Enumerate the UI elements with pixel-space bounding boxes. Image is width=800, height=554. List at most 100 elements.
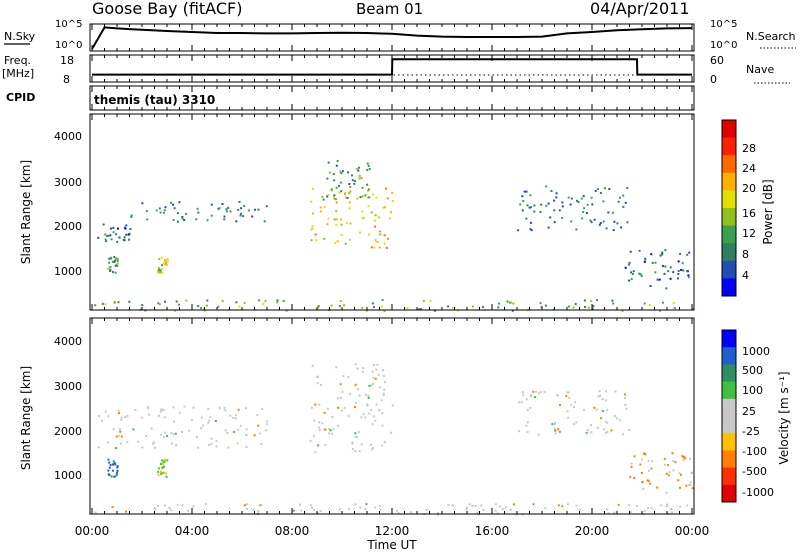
nsky-tick-top: 10^5 <box>55 19 82 30</box>
data-point <box>374 214 377 217</box>
data-point <box>418 308 420 311</box>
data-point <box>348 207 351 210</box>
data-point <box>314 403 317 406</box>
data-point <box>630 465 633 468</box>
data-point <box>659 309 662 312</box>
data-point <box>376 363 379 366</box>
data-point <box>365 503 368 506</box>
power-cbar-tick-12: 12 <box>742 227 756 240</box>
data-point <box>223 218 226 221</box>
data-point <box>547 202 550 205</box>
data-point <box>332 428 335 431</box>
data-point <box>358 394 361 397</box>
data-point <box>235 220 238 223</box>
data-point <box>120 418 123 421</box>
data-point <box>558 209 561 212</box>
data-point <box>607 512 610 515</box>
data-point <box>691 487 694 490</box>
data-point <box>312 212 315 215</box>
data-point <box>544 304 547 307</box>
data-point <box>580 197 583 200</box>
data-point <box>371 193 374 196</box>
data-point <box>382 394 385 397</box>
data-point <box>406 307 409 310</box>
time-tick-24: 00:00 <box>675 524 710 538</box>
data-point <box>181 217 184 220</box>
data-point <box>608 188 611 190</box>
data-point <box>390 431 393 434</box>
data-point <box>366 162 369 165</box>
data-point <box>671 452 674 455</box>
data-point <box>217 305 220 308</box>
data-point <box>102 223 105 226</box>
data-point <box>570 404 573 407</box>
data-point <box>333 194 336 197</box>
data-point <box>349 393 352 396</box>
data-point <box>447 305 449 308</box>
data-point <box>311 506 313 509</box>
colorbar-cell <box>722 416 736 434</box>
data-point <box>547 226 550 229</box>
data-point <box>583 207 586 210</box>
data-point <box>353 182 356 185</box>
data-point <box>338 184 340 187</box>
data-point <box>156 505 159 507</box>
data-point <box>116 260 119 263</box>
data-point <box>161 264 163 267</box>
power-scatter <box>94 160 694 312</box>
data-point <box>610 429 613 432</box>
data-point <box>361 306 364 309</box>
data-point <box>529 221 532 224</box>
data-point <box>159 410 162 413</box>
data-point <box>153 507 156 510</box>
data-point <box>259 504 262 507</box>
data-point <box>117 434 120 437</box>
power-cbar-label: Power [dB] <box>761 179 775 244</box>
colorbar-cell <box>722 172 736 191</box>
data-point <box>613 220 616 223</box>
data-point <box>685 484 688 487</box>
data-point <box>572 306 575 309</box>
data-point <box>240 212 243 215</box>
data-point <box>335 186 338 189</box>
data-point <box>530 395 532 398</box>
data-point <box>367 164 370 167</box>
data-point <box>663 457 666 460</box>
data-point <box>109 234 112 237</box>
data-point <box>480 504 483 507</box>
data-point <box>374 239 377 242</box>
data-point <box>261 408 264 410</box>
data-point <box>622 205 625 208</box>
data-point <box>97 236 100 239</box>
data-point <box>599 394 602 397</box>
power-ylabel: Slant Range [km] <box>19 160 33 264</box>
data-point <box>375 196 378 199</box>
data-point <box>246 503 249 506</box>
data-point <box>147 407 150 410</box>
data-point <box>340 190 343 193</box>
data-point <box>113 301 116 304</box>
data-point <box>530 394 533 396</box>
data-point <box>207 421 210 424</box>
data-point <box>178 201 181 204</box>
data-point <box>292 509 295 512</box>
data-point <box>157 267 160 270</box>
data-point <box>317 375 319 378</box>
data-point <box>365 393 367 396</box>
data-point <box>202 424 204 427</box>
data-point <box>525 190 528 193</box>
data-point <box>113 475 116 478</box>
data-point <box>258 299 261 302</box>
data-point <box>214 420 217 422</box>
data-point <box>629 511 632 514</box>
data-point <box>586 428 589 431</box>
data-point <box>674 461 677 464</box>
data-point <box>566 391 569 394</box>
data-point <box>320 383 322 386</box>
data-point <box>360 416 363 419</box>
data-point <box>556 394 559 397</box>
data-point <box>561 216 564 219</box>
data-point <box>342 375 345 378</box>
data-point <box>252 509 255 512</box>
data-point <box>627 504 630 506</box>
